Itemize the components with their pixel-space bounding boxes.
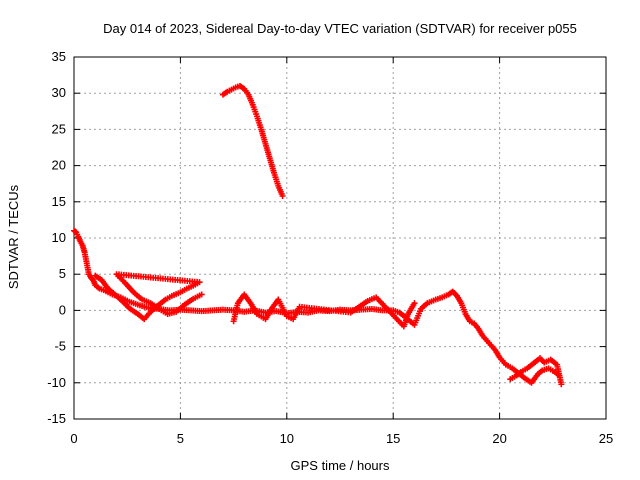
series-oscillating-traces	[92, 271, 205, 323]
y-tick-label: 15	[52, 194, 66, 209]
x-tick-label: 15	[386, 431, 400, 446]
x-tick-label: 10	[280, 431, 294, 446]
x-axis-label: GPS time / hours	[291, 458, 390, 473]
y-tick-label: 35	[52, 49, 66, 64]
x-tick-label: 25	[599, 431, 613, 446]
x-tick-label: 20	[492, 431, 506, 446]
data-point	[198, 291, 205, 298]
y-axis-label: SDTVAR / TECUs	[6, 184, 21, 289]
series-mid-day-excursions	[230, 291, 418, 330]
data-point	[411, 300, 418, 307]
x-tick-label: 5	[177, 431, 184, 446]
chart-title: Day 014 of 2023, Sidereal Day-to-day VTE…	[103, 21, 577, 36]
y-tick-label: 10	[52, 230, 66, 245]
x-axis-ticks: 0 5 10 15 20 25	[70, 57, 613, 446]
y-axis-ticks: -15 -10 -5 0 5 10 15 20 25 30 35	[47, 49, 606, 426]
series-upper-trace	[219, 82, 286, 200]
y-tick-label: -10	[47, 375, 66, 390]
series-late-day-band	[507, 355, 565, 388]
y-tick-label: 0	[59, 302, 66, 317]
data-point	[558, 381, 565, 388]
y-tick-label: 25	[52, 121, 66, 136]
y-tick-label: -5	[54, 339, 66, 354]
data-point	[279, 193, 286, 200]
y-tick-label: 30	[52, 85, 66, 100]
y-tick-label: -15	[47, 411, 66, 426]
data-points	[71, 82, 565, 388]
y-tick-label: 5	[59, 266, 66, 281]
x-tick-label: 0	[70, 431, 77, 446]
y-tick-label: 20	[52, 158, 66, 173]
